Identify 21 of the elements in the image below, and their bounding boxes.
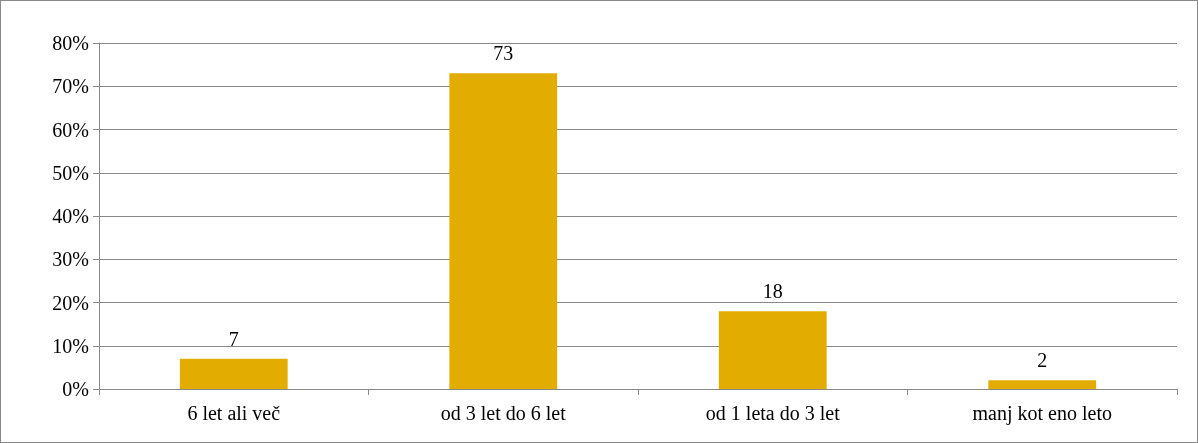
- y-tick-label: 70%: [52, 75, 89, 98]
- x-tick-label: manj kot eno leto: [972, 402, 1112, 425]
- data-label: 2: [1037, 349, 1048, 372]
- data-label: 73: [493, 42, 514, 65]
- y-tick-label: 30%: [52, 248, 89, 271]
- x-tick-label: 6 let ali več: [187, 402, 281, 424]
- y-tick-label: 60%: [52, 118, 89, 141]
- data-label: 18: [762, 280, 783, 303]
- y-tick-label: 50%: [52, 161, 89, 184]
- bar: [718, 311, 827, 389]
- bar: [179, 358, 288, 389]
- bar: [988, 380, 1097, 389]
- y-tick-label: 10%: [52, 334, 89, 357]
- y-tick-label: 20%: [52, 291, 89, 314]
- bar: [449, 73, 558, 389]
- data-label: 7: [228, 327, 239, 350]
- y-tick-label: 40%: [52, 205, 89, 227]
- y-tick-label: 0%: [62, 378, 89, 400]
- x-tick-label: od 1 leta do 3 let: [705, 402, 841, 424]
- y-tick-label: 80%: [52, 32, 89, 54]
- x-tick-label: od 3 let do 6 let: [440, 402, 567, 424]
